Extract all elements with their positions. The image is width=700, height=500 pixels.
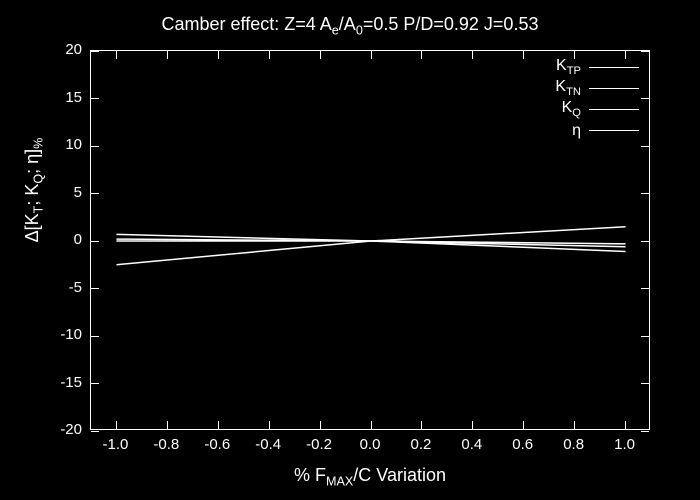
legend-swatch [589,109,639,110]
x-tick [167,421,168,429]
y-tick-label: 15 [65,89,82,106]
x-tick [472,421,473,429]
legend-item: KQ [555,99,639,120]
y-tick-label: 10 [65,136,82,153]
x-tick-top [421,51,422,59]
legend-swatch [589,130,639,131]
x-tick-top [523,51,524,59]
y-tick-right [641,51,649,52]
x-tick-top [320,51,321,59]
x-tick-top [472,51,473,59]
x-tick [421,421,422,429]
y-tick-right [641,241,649,242]
series-line [116,227,625,265]
y-tick [91,146,99,147]
x-tick-top [218,51,219,59]
x-tick [574,421,575,429]
legend-label: KQ [562,99,581,119]
legend-label: η [572,122,581,140]
y-tick [91,336,99,337]
y-tick-right [641,98,649,99]
legend-item: KTN [555,78,639,99]
x-tick [218,421,219,429]
x-tick-label: -0.8 [153,436,179,453]
y-tick-label: 0 [74,231,82,248]
y-tick [91,241,99,242]
x-tick-label: 0.0 [360,436,381,453]
x-tick [371,421,372,429]
x-tick [269,421,270,429]
y-tick-right [641,193,649,194]
legend-label: KTN [555,78,581,98]
x-tick-label: 0.2 [410,436,431,453]
x-tick-label: -0.4 [255,436,281,453]
x-tick-top [574,51,575,59]
y-tick-label: -10 [60,326,82,343]
legend-label: KTP [556,57,581,77]
y-tick [91,98,99,99]
plot-area: KTPKTNKQ η [90,50,650,430]
x-tick-label: 0.4 [461,436,482,453]
x-tick [523,421,524,429]
legend-item: KTP [555,57,639,78]
y-tick [91,193,99,194]
x-tick [625,421,626,429]
y-tick [91,51,99,52]
legend-swatch [589,67,639,68]
y-tick [91,288,99,289]
y-tick-right [641,336,649,337]
y-tick-label: -5 [69,279,82,296]
y-tick-label: 20 [65,41,82,58]
x-tick [116,421,117,429]
x-tick-label: -0.6 [204,436,230,453]
chart-container: Camber effect: Z=4 Ae/A0=0.5 P/D=0.92 J=… [0,0,700,500]
x-tick-top [371,51,372,59]
x-axis-title: % FMAX/C Variation [90,465,650,489]
y-tick [91,383,99,384]
legend-item: η [555,120,639,141]
legend: KTPKTNKQ η [555,57,639,141]
x-tick-top [116,51,117,59]
x-tick-label: 0.6 [512,436,533,453]
x-tick-label: 0.8 [563,436,584,453]
y-tick-label: -20 [60,421,82,438]
x-tick-label: -1.0 [103,436,129,453]
x-tick-top [269,51,270,59]
y-tick [91,431,99,432]
x-tick-top [625,51,626,59]
x-tick-label: 1.0 [614,436,635,453]
y-tick-right [641,431,649,432]
legend-swatch [589,88,639,89]
chart-title: Camber effect: Z=4 Ae/A0=0.5 P/D=0.92 J=… [0,14,700,38]
y-tick-right [641,288,649,289]
y-tick-right [641,146,649,147]
y-axis-title: Δ[KT; KQ; η]% [22,70,46,310]
x-tick [320,421,321,429]
y-tick-label: -15 [60,374,82,391]
x-tick-top [167,51,168,59]
y-tick-right [641,383,649,384]
y-tick-label: 5 [74,184,82,201]
x-tick-label: -0.2 [306,436,332,453]
